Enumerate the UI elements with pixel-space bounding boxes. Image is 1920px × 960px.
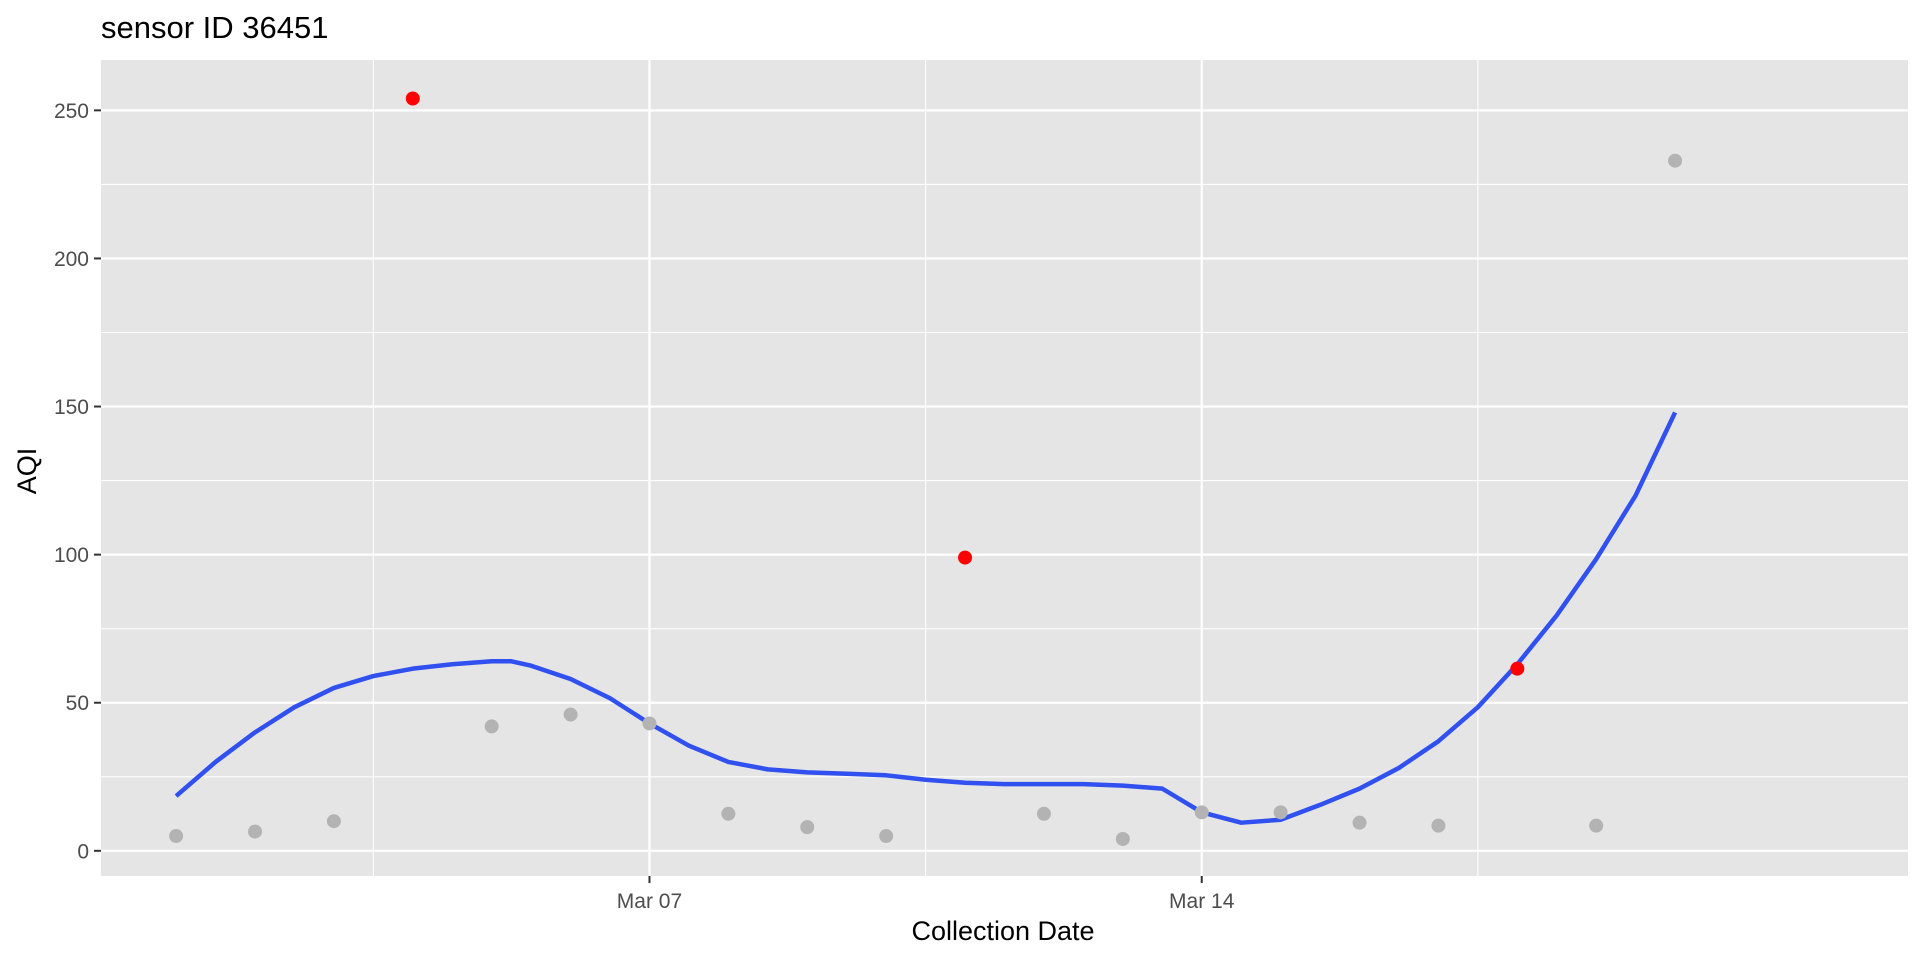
- points-layer: [169, 91, 1683, 846]
- outlier-point: [405, 91, 420, 106]
- trend-layer: [174, 411, 1678, 825]
- data-point: [1036, 806, 1051, 821]
- x-axis-title: Collection Date: [911, 916, 1094, 946]
- y-tick-label: 0: [77, 840, 89, 863]
- x-tick-label: Mar 14: [1169, 890, 1235, 913]
- plot-panel: [101, 60, 1908, 876]
- data-point: [1589, 818, 1604, 833]
- data-point: [248, 824, 263, 839]
- outlier-point: [1510, 661, 1525, 676]
- data-point: [1115, 831, 1130, 846]
- x-tick-label: Mar 07: [617, 890, 682, 913]
- data-point: [1194, 805, 1209, 820]
- y-tick-label: 50: [66, 692, 89, 715]
- data-point: [879, 829, 894, 844]
- minor-gridlines: [101, 60, 1908, 876]
- y-tick-label: 100: [54, 544, 89, 567]
- data-point: [1352, 815, 1367, 830]
- data-point: [1273, 805, 1288, 820]
- data-point: [1431, 818, 1446, 833]
- data-point: [800, 820, 815, 835]
- y-axis: 0 50 100 150 200 250: [54, 100, 101, 863]
- y-axis-title: AQI: [12, 448, 42, 495]
- data-point: [1668, 153, 1683, 168]
- y-tick-label: 200: [54, 248, 89, 271]
- major-gridlines: [101, 60, 1908, 876]
- data-point: [642, 716, 657, 731]
- y-tick-label: 150: [54, 396, 89, 419]
- data-point: [169, 829, 184, 844]
- data-point: [563, 707, 578, 722]
- data-point: [721, 806, 736, 821]
- y-tick-label: 250: [54, 100, 89, 123]
- chart-title: sensor ID 36451: [101, 10, 328, 45]
- outlier-point: [958, 550, 973, 565]
- trend-line: [174, 411, 1678, 825]
- data-point: [326, 814, 341, 829]
- data-point: [484, 719, 499, 734]
- x-axis: Mar 07 Mar 14: [617, 876, 1235, 913]
